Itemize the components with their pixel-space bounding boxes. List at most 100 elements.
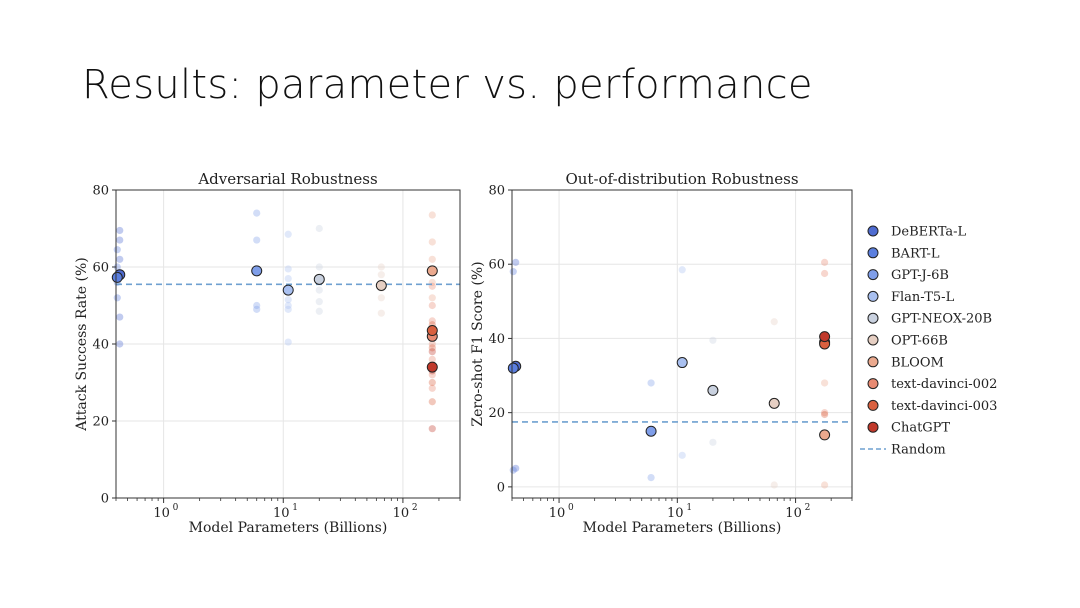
x-tick-label: 10 xyxy=(785,506,802,521)
faint-point-text-davinci-002 xyxy=(428,301,436,310)
faint-point-flan-t5-l xyxy=(284,296,292,304)
faint-point-text-davinci-002 xyxy=(428,317,436,325)
legend-marker-gpt-j-6b xyxy=(867,269,879,281)
legend-label: GPT-J-6B xyxy=(891,268,949,283)
legend-marker-chatgpt xyxy=(867,421,879,433)
faint-point-bloom xyxy=(428,211,436,219)
x-tick-exponent: 0 xyxy=(173,503,179,513)
faint-point-text-davinci-002 xyxy=(428,371,436,379)
y-tick-label: 0 xyxy=(101,492,109,507)
chart-title: Adversarial Robustness xyxy=(197,170,377,188)
faint-point-bart-l xyxy=(509,466,517,474)
y-tick-label: 60 xyxy=(92,261,109,276)
point-gpt-neox-20b xyxy=(313,273,325,285)
faint-point-flan-t5-l xyxy=(284,305,292,313)
faint-point-bloom xyxy=(428,294,436,302)
legend-item-text-davinci-002: text-davinci-002 xyxy=(867,377,997,392)
legend-item-bloom: BLOOM xyxy=(867,355,944,370)
point-text-davinci-003 xyxy=(426,325,438,337)
legend-label: BART-L xyxy=(891,246,940,261)
faint-point-flan-t5-l xyxy=(284,265,292,273)
faint-point-flan-t5-l xyxy=(284,274,292,283)
x-tick-label: 10 xyxy=(393,506,410,521)
faint-point-gpt-neox-20b xyxy=(315,298,323,306)
faint-point-text-davinci-003 xyxy=(428,378,436,387)
y-tick-label: 80 xyxy=(92,184,109,199)
legend-item-deberta-l: DeBERTa-L xyxy=(867,225,967,240)
faint-point-deberta-l xyxy=(116,236,124,244)
x-tick-label: 10 xyxy=(273,506,290,521)
legend-item-gpt-j-6b: GPT-J-6B xyxy=(867,268,949,283)
legend-item-flan-t5-l: Flan-T5-L xyxy=(867,290,955,305)
point-bart-l xyxy=(507,362,519,374)
faint-point-chatgpt xyxy=(428,425,436,433)
faint-point-deberta-l xyxy=(116,313,124,321)
faint-point-text-davinci-003 xyxy=(428,344,436,352)
legend-label: Random xyxy=(891,443,946,458)
legend-marker-opt-66b xyxy=(867,334,879,346)
faint-point-gpt-j-6b xyxy=(253,305,261,313)
point-gpt-j-6b xyxy=(645,425,657,437)
point-opt-66b xyxy=(375,279,387,291)
point-bloom xyxy=(819,429,831,441)
point-chatgpt xyxy=(819,331,831,343)
legend-item-chatgpt: ChatGPT xyxy=(867,421,950,436)
faint-point-flan-t5-l xyxy=(284,301,292,310)
faint-point-gpt-neox-20b xyxy=(709,336,717,344)
legend-label: text-davinci-002 xyxy=(891,377,997,392)
faint-point-gpt-j-6b xyxy=(253,236,261,244)
faint-point-deberta-l xyxy=(512,464,520,472)
faint-point-deberta-l xyxy=(116,340,124,348)
legend-label: Flan-T5-L xyxy=(891,290,955,305)
faint-point-gpt-j-6b xyxy=(253,209,261,217)
legend-marker-bloom xyxy=(867,356,879,368)
legend-item-opt-66b: OPT-66B xyxy=(867,334,948,349)
faint-point-opt-66b xyxy=(770,481,778,489)
legend-item-random: Random xyxy=(860,443,946,458)
faint-point-text-davinci-003 xyxy=(428,398,436,406)
legend-label: ChatGPT xyxy=(891,421,950,436)
x-tick-label: 10 xyxy=(549,506,566,521)
legend-item-gpt-neox-20b: GPT-NEOX-20B xyxy=(867,312,992,327)
legend-item-bart-l: BART-L xyxy=(867,246,940,261)
faint-point-gpt-neox-20b xyxy=(315,307,323,315)
faint-point-gpt-j-6b xyxy=(647,379,655,387)
faint-point-bloom xyxy=(428,238,436,246)
faint-point-gpt-neox-20b xyxy=(315,263,323,271)
legend-item-text-davinci-003: text-davinci-003 xyxy=(867,399,997,414)
faint-point-flan-t5-l xyxy=(284,338,292,346)
faint-point-text-davinci-003 xyxy=(821,410,829,419)
faint-point-opt-66b xyxy=(770,318,778,326)
faint-point-gpt-neox-20b xyxy=(709,438,717,446)
faint-point-flan-t5-l xyxy=(678,266,686,274)
faint-point-bart-l xyxy=(113,294,121,302)
faint-point-text-davinci-002 xyxy=(428,340,436,348)
x-tick-exponent: 0 xyxy=(568,503,574,513)
faint-point-text-davinci-002 xyxy=(821,409,829,417)
faint-point-opt-66b xyxy=(377,263,385,271)
legend-label: GPT-NEOX-20B xyxy=(891,312,992,327)
legend-label: BLOOM xyxy=(891,355,944,370)
x-tick-exponent: 1 xyxy=(686,503,692,513)
legend-marker-deberta-l xyxy=(867,225,879,237)
y-axis-label: Attack Success Rate (%) xyxy=(74,257,90,431)
faint-point-opt-66b xyxy=(377,294,385,302)
faint-point-bloom xyxy=(821,379,829,387)
faint-point-opt-66b xyxy=(377,309,385,317)
legend-marker-gpt-neox-20b xyxy=(867,312,879,324)
faint-point-deberta-l xyxy=(116,226,124,235)
point-flan-t5-l xyxy=(282,284,294,296)
point-gpt-j-6b xyxy=(251,265,263,277)
faint-point-text-davinci-002 xyxy=(428,384,436,392)
y-tick-label: 0 xyxy=(497,480,505,495)
y-tick-label: 40 xyxy=(488,332,505,347)
point-flan-t5-l xyxy=(676,357,688,369)
x-tick-exponent: 2 xyxy=(412,503,418,513)
chart-title: Out-of-distribution Robustness xyxy=(565,170,798,188)
y-axis-label: Zero-shot F1 Score (%) xyxy=(470,261,486,426)
y-tick-label: 20 xyxy=(92,415,109,430)
legend-marker-bart-l xyxy=(867,247,879,259)
plot-frame xyxy=(511,189,853,499)
x-tick-label: 10 xyxy=(153,506,170,521)
